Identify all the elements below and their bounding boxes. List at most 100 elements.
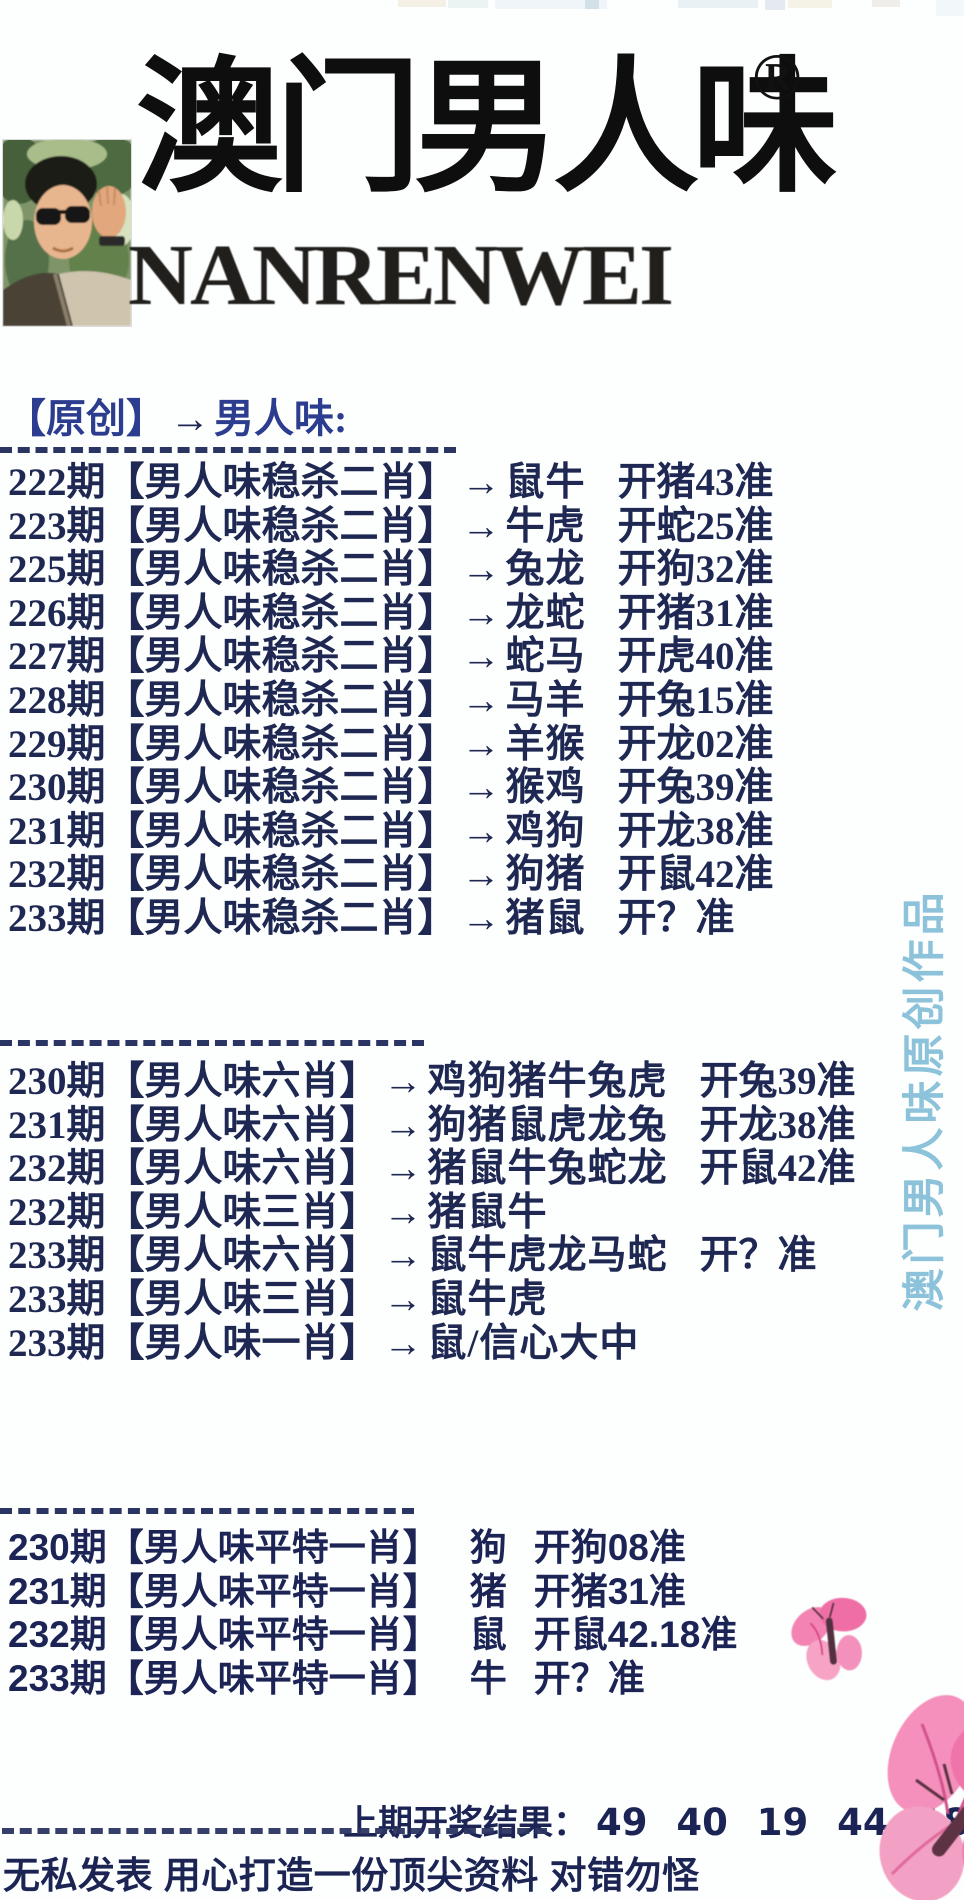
tip-row: 222期【男人味稳杀二肖】 → 鼠牛 开猪43准 [8, 461, 774, 505]
row-picks: 鸡狗 [505, 809, 586, 853]
top-edge-smudge [585, 0, 599, 9]
row-period: 223期 [8, 504, 106, 548]
tip-row: 231期【男人味平特一肖】猪开猪31准 [8, 1570, 737, 1614]
row-result: 开猪31准 [533, 1570, 686, 1612]
row-period: 225期 [8, 548, 106, 592]
row-result: 开狗32准 [617, 548, 774, 592]
row-result: 开猪43准 [617, 461, 774, 504]
page-title: 澳门男人味 [136, 48, 838, 210]
arrow-icon: → [461, 853, 501, 897]
row-picks: 蛇马 [505, 635, 586, 679]
row-picks: 狗猪鼠虎龙兔 [427, 1103, 668, 1147]
row-period: 233期 [8, 1277, 106, 1321]
row-label: 【男人味平特一肖】 [106, 1614, 440, 1656]
row-period: 233期 [8, 1657, 107, 1699]
row-period: 231期 [8, 809, 106, 853]
row-period: 231期 [8, 1103, 106, 1147]
row-picks: 鼠牛虎龙马蛇 [427, 1234, 668, 1278]
row-period: 232期 [8, 1147, 106, 1191]
arrow-icon: → [383, 1060, 423, 1103]
tip-row: 231期【男人味稳杀二肖】 → 鸡狗 开龙38准 [8, 810, 774, 854]
arrow-icon: → [383, 1147, 423, 1191]
row-result: 开鼠42准 [617, 853, 774, 897]
row-picks: 狗 [469, 1527, 508, 1568]
row-label: 【男人味稳杀二肖】 [105, 635, 457, 679]
row-period: 231期 [8, 1570, 107, 1612]
row-period: 232期 [8, 853, 106, 897]
top-edge-smudge [765, 0, 785, 10]
tip-row: 232期【男人味六肖】 → 猪鼠牛兔蛇龙 开鼠42准 [8, 1147, 856, 1191]
arrow-icon: → [461, 809, 501, 853]
row-picks: 猪鼠牛兔蛇龙 [427, 1147, 668, 1191]
dashed-divider [2, 1828, 547, 1834]
row-result: 开？准 [533, 1657, 645, 1699]
arrow-icon: → [461, 548, 501, 592]
top-edge-smudge [448, 0, 488, 8]
top-edge-smudge [936, 0, 964, 16]
tip-row: 230期【男人味平特一肖】狗开狗08准 [8, 1526, 737, 1570]
section-pingte: 230期【男人味平特一肖】狗开狗08准 231期【男人味平特一肖】猪开猪31准 … [8, 1526, 737, 1700]
row-picks: 狗猪 [505, 853, 586, 897]
row-result: 开鼠42.18准 [533, 1614, 738, 1656]
page-subtitle: NANRENWEI [128, 227, 674, 324]
arrow-icon: → [461, 896, 501, 940]
tip-row: 231期【男人味六肖】 → 狗猪鼠虎龙兔 开龙38准 [8, 1104, 856, 1148]
row-label: 【男人味稳杀二肖】 [105, 591, 457, 635]
top-edge-smudge [872, 0, 900, 7]
row-picks: 猪鼠牛 [427, 1190, 548, 1234]
tip-row: 230期【男人味六肖】 → 鸡狗猪牛兔虎 开兔39准 [8, 1060, 856, 1104]
vertical-watermark: 澳门男人味原创作品 [901, 888, 949, 1312]
row-period: 232期 [8, 1190, 106, 1234]
arrow-icon: → [461, 504, 501, 548]
arrow-icon: → [461, 635, 501, 679]
row-picks: 鸡狗猪牛兔虎 [427, 1060, 668, 1103]
row-period: 229期 [8, 722, 106, 766]
row-picks: 羊猴 [505, 722, 586, 766]
row-label: 【男人味稳杀二肖】 [105, 766, 457, 810]
dashed-divider [0, 1040, 424, 1046]
row-label: 【男人味六肖】 [105, 1060, 379, 1103]
butterfly-large-icon [852, 1684, 964, 1900]
row-label: 【男人味稳杀二肖】 [105, 722, 457, 766]
top-edge-smudge [678, 0, 758, 8]
row-label: 【男人味三肖】 [105, 1277, 379, 1321]
arrow-icon: → [461, 678, 501, 722]
row-label: 【男人味稳杀二肖】 [105, 504, 457, 548]
row-period: 232期 [8, 1614, 107, 1656]
row-label: 【男人味三肖】 [105, 1190, 379, 1234]
row-label: 【男人味稳杀二肖】 [105, 809, 457, 853]
intro-text: 男人味: [214, 396, 348, 441]
arrow-icon: → [461, 461, 501, 504]
tip-row: 233期【男人味三肖】 → 鼠牛虎 [8, 1278, 856, 1322]
row-result: 开龙38准 [699, 1103, 856, 1147]
intro-label: 【原创】 [6, 396, 166, 441]
row-picks: 鼠牛虎 [427, 1277, 548, 1321]
arrow-icon: → [383, 1103, 423, 1147]
row-label: 【男人味稳杀二肖】 [105, 896, 457, 940]
row-picks: 鼠/信心大中 [427, 1321, 640, 1365]
row-label: 【男人味平特一肖】 [106, 1527, 440, 1568]
row-label: 【男人味稳杀二肖】 [105, 853, 457, 897]
top-edge-smudge [398, 0, 446, 7]
row-result: 开龙38准 [617, 809, 774, 853]
tip-row: 229期【男人味稳杀二肖】 → 羊猴 开龙02准 [8, 723, 774, 767]
row-label: 【男人味六肖】 [105, 1147, 379, 1191]
row-label: 【男人味平特一肖】 [106, 1570, 440, 1612]
row-label: 【男人味稳杀二肖】 [105, 461, 457, 504]
row-result: 开兔39准 [617, 766, 774, 810]
registered-trademark-icon: ® [752, 41, 802, 114]
row-label: 【男人味一肖】 [105, 1321, 379, 1365]
row-period: 227期 [8, 635, 106, 679]
last-draw-label: 上期开奖结果： [343, 1804, 589, 1843]
tip-row: 227期【男人味稳杀二肖】 → 蛇马 开虎40准 [8, 635, 774, 679]
row-result: 开鼠42准 [699, 1147, 856, 1191]
intro-line: 【原创】 → 男人味: [6, 386, 347, 444]
row-result: 开蛇25准 [617, 504, 774, 548]
row-picks: 鼠牛 [505, 461, 586, 504]
row-picks: 兔龙 [505, 548, 586, 592]
butterfly-small-icon [781, 1586, 884, 1701]
tip-row: 232期【男人味平特一肖】鼠开鼠42.18准 [8, 1613, 737, 1657]
row-result: 开虎40准 [617, 635, 774, 679]
row-picks: 猪 [469, 1570, 508, 1612]
